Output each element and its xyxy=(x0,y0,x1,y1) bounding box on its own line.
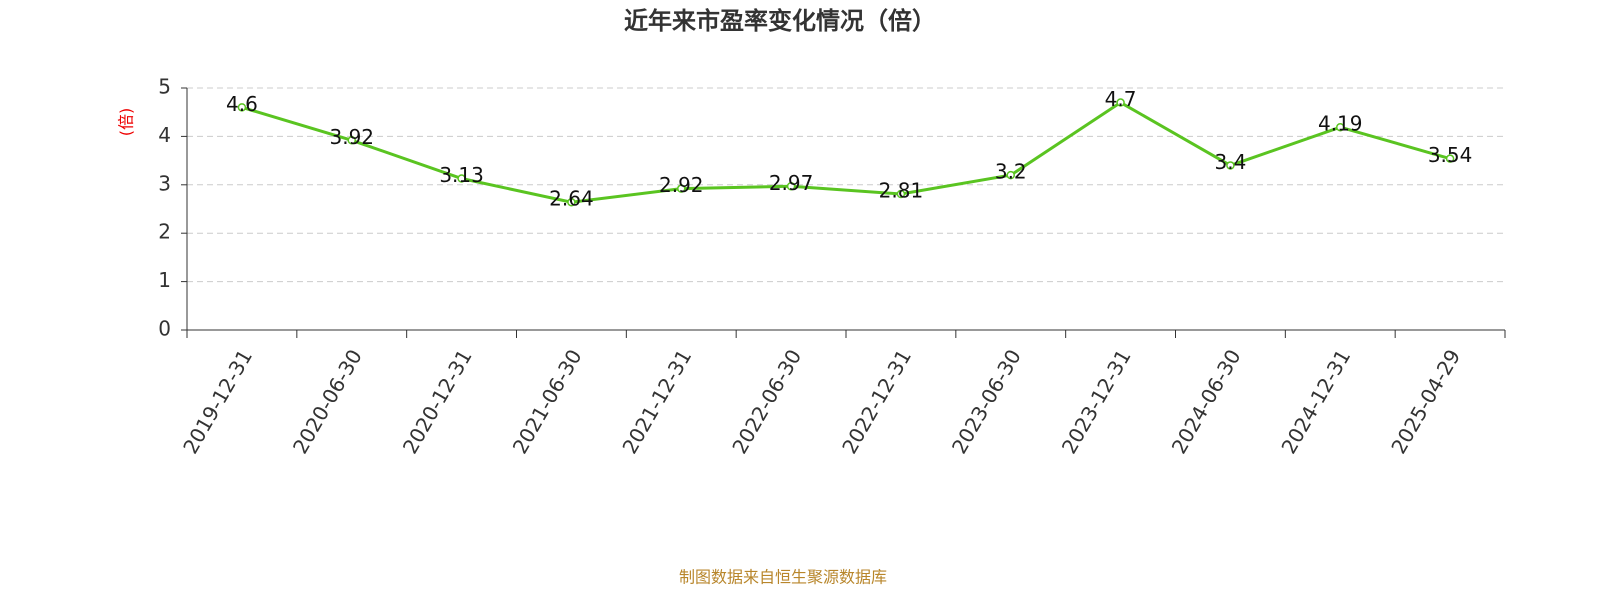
x-tick-label: 2021-12-31 xyxy=(617,345,696,458)
point xyxy=(1445,154,1455,163)
data-label: 3.92 xyxy=(329,125,374,149)
y-tick-label: 0 xyxy=(158,317,171,341)
data-label: 4.7 xyxy=(1105,87,1137,111)
point xyxy=(1116,98,1125,107)
x-tick-label: 2020-06-30 xyxy=(288,345,367,458)
point xyxy=(786,182,796,191)
point xyxy=(1006,170,1015,180)
x-tick-label: 2022-06-30 xyxy=(727,345,806,458)
data-label: 3.54 xyxy=(1428,143,1473,167)
line xyxy=(241,100,1451,204)
point xyxy=(567,197,576,207)
data-label: 3.4 xyxy=(1215,150,1247,174)
data-label: 2.64 xyxy=(549,187,594,211)
x-tick-label: 2025-04-29 xyxy=(1386,345,1465,458)
data-label: 2.97 xyxy=(769,171,814,195)
y-tick-label: 4 xyxy=(158,123,171,147)
point xyxy=(1226,161,1235,170)
y-axis-label: (倍) xyxy=(117,108,136,137)
x-tick-label: 2020-12-31 xyxy=(398,345,477,458)
data-label: 3.2 xyxy=(995,160,1027,184)
point xyxy=(237,103,247,112)
x-tick-label: 2021-06-30 xyxy=(508,345,587,458)
point xyxy=(896,189,906,199)
point xyxy=(677,184,686,193)
x-tick-label: 2019-12-31 xyxy=(178,345,257,458)
y-tick-label: 1 xyxy=(158,268,171,292)
y-tick-label: 2 xyxy=(158,220,171,244)
data-label: 2.81 xyxy=(879,178,924,202)
data-label: 3.13 xyxy=(439,163,484,187)
data-label: 4.19 xyxy=(1318,112,1363,136)
x-tick-label: 2023-12-31 xyxy=(1057,345,1136,458)
data-label: 4.6 xyxy=(226,92,258,116)
chart-title: 近年来市盈率变化情况（倍） xyxy=(624,7,936,35)
data-label: 2.92 xyxy=(659,173,704,197)
source-note: 制图数据来自恒生聚源数据库 xyxy=(679,568,887,587)
point xyxy=(347,136,356,145)
point xyxy=(1336,122,1345,132)
x-tick-label: 2024-12-31 xyxy=(1276,345,1355,458)
x-tick-label: 2024-06-30 xyxy=(1167,345,1246,458)
x-tick-label: 2023-06-30 xyxy=(947,345,1026,458)
x-tick-label: 2022-12-31 xyxy=(837,345,916,458)
y-tick-label: 3 xyxy=(158,171,171,195)
point xyxy=(457,174,466,183)
y-tick-label: 5 xyxy=(158,75,171,99)
